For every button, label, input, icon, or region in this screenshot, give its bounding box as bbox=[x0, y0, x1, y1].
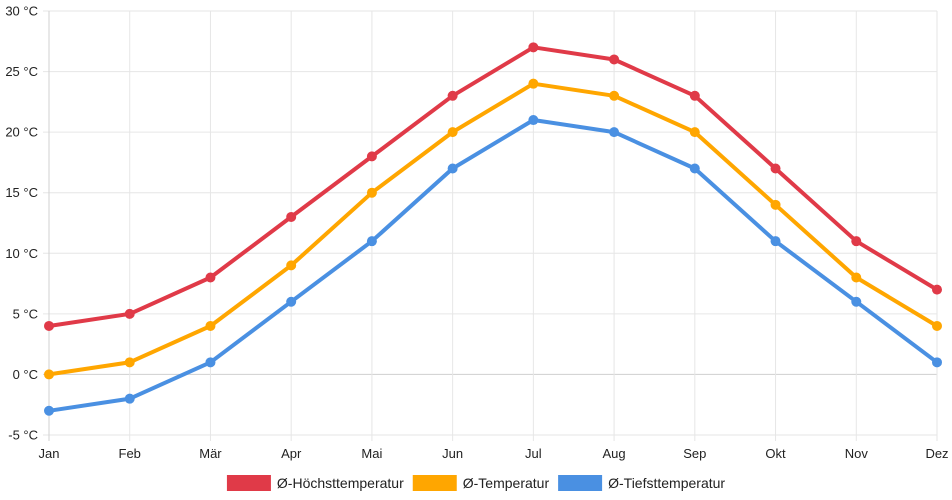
legend-swatch bbox=[558, 475, 603, 491]
data-point[interactable] bbox=[689, 163, 700, 174]
data-point[interactable] bbox=[932, 357, 942, 368]
legend-item[interactable]: Ø-Temperatur bbox=[412, 475, 550, 491]
data-point[interactable] bbox=[932, 320, 942, 331]
y-tick-label: 0 °C bbox=[13, 367, 38, 382]
series-2 bbox=[44, 78, 942, 380]
legend[interactable]: Ø-Höchsttemperatur Ø-Temperatur Ø-Tiefstte… bbox=[226, 475, 725, 491]
legend-label: Ø-Tiefsttemperatur bbox=[608, 475, 725, 491]
data-point[interactable] bbox=[609, 127, 620, 138]
data-point[interactable] bbox=[770, 199, 781, 210]
data-point[interactable] bbox=[44, 320, 54, 331]
x-tick-label: Aug bbox=[603, 446, 626, 461]
x-tick-label: Mai bbox=[361, 446, 382, 461]
y-tick-label: -5 °C bbox=[8, 428, 38, 443]
data-point[interactable] bbox=[205, 272, 216, 283]
series-line bbox=[47, 81, 939, 377]
data-point[interactable] bbox=[124, 357, 135, 368]
data-point[interactable] bbox=[528, 78, 539, 89]
legend-swatch bbox=[412, 475, 457, 491]
series-line bbox=[47, 118, 939, 413]
data-point[interactable] bbox=[689, 90, 700, 101]
x-tick-label: Sep bbox=[683, 446, 706, 461]
data-point[interactable] bbox=[851, 236, 862, 247]
x-tick-label: Apr bbox=[281, 446, 302, 461]
data-point[interactable] bbox=[447, 163, 458, 174]
data-point[interactable] bbox=[851, 296, 862, 307]
x-tick-label: Jul bbox=[525, 446, 542, 461]
data-point[interactable] bbox=[286, 211, 297, 222]
x-tick-label: Jan bbox=[39, 446, 60, 461]
legend-item[interactable]: Ø-Tiefsttemperatur bbox=[558, 475, 725, 491]
x-axis-ticks: Jan Feb Mär Apr Mai Jun Jul Aug Sep Okt Nov Dez bbox=[39, 446, 949, 461]
data-point[interactable] bbox=[447, 127, 458, 138]
legend-label: Ø-Höchsttemperatur bbox=[277, 475, 404, 491]
data-point[interactable] bbox=[851, 272, 862, 283]
data-point[interactable] bbox=[689, 127, 700, 138]
x-tick-label: Okt bbox=[765, 446, 786, 461]
x-tick-label: Dez bbox=[925, 446, 948, 461]
x-tick-label: Jun bbox=[442, 446, 463, 461]
y-tick-label: 5 °C bbox=[13, 306, 38, 321]
y-tick-label: 25 °C bbox=[5, 64, 38, 79]
grid-lines bbox=[43, 10, 938, 441]
data-point[interactable] bbox=[609, 90, 620, 101]
series-3 bbox=[44, 115, 942, 416]
data-point[interactable] bbox=[44, 405, 54, 416]
y-tick-label: 15 °C bbox=[5, 185, 38, 200]
data-point[interactable] bbox=[286, 296, 297, 307]
data-point[interactable] bbox=[286, 260, 297, 271]
data-point[interactable] bbox=[366, 187, 377, 198]
x-tick-label: Nov bbox=[845, 446, 869, 461]
data-point[interactable] bbox=[205, 357, 216, 368]
x-tick-label: Feb bbox=[119, 446, 141, 461]
data-point[interactable] bbox=[366, 151, 377, 162]
data-point[interactable] bbox=[447, 90, 458, 101]
data-point[interactable] bbox=[770, 163, 781, 174]
data-point[interactable] bbox=[932, 284, 942, 295]
data-point[interactable] bbox=[124, 308, 135, 319]
data-point[interactable] bbox=[124, 393, 135, 404]
data-point[interactable] bbox=[366, 236, 377, 247]
series-1 bbox=[44, 42, 942, 331]
data-point[interactable] bbox=[205, 320, 216, 331]
legend-label: Ø-Temperatur bbox=[463, 475, 550, 491]
data-point[interactable] bbox=[44, 369, 54, 380]
data-point[interactable] bbox=[770, 236, 781, 247]
series-lines bbox=[44, 42, 942, 416]
legend-swatch bbox=[226, 475, 271, 491]
y-tick-label: 10 °C bbox=[5, 246, 38, 261]
legend-item[interactable]: Ø-Höchsttemperatur bbox=[226, 475, 404, 491]
series-line bbox=[47, 45, 939, 328]
y-axis-ticks: -5 °C 0 °C 5 °C 10 °C 15 °C 20 °C 25 °C 30 °C bbox=[5, 4, 38, 443]
data-point[interactable] bbox=[528, 115, 539, 126]
y-tick-label: 20 °C bbox=[5, 125, 38, 140]
y-tick-label: 30 °C bbox=[5, 4, 38, 19]
data-point[interactable] bbox=[528, 42, 539, 53]
x-tick-label: Mär bbox=[199, 446, 222, 461]
data-point[interactable] bbox=[609, 54, 620, 65]
